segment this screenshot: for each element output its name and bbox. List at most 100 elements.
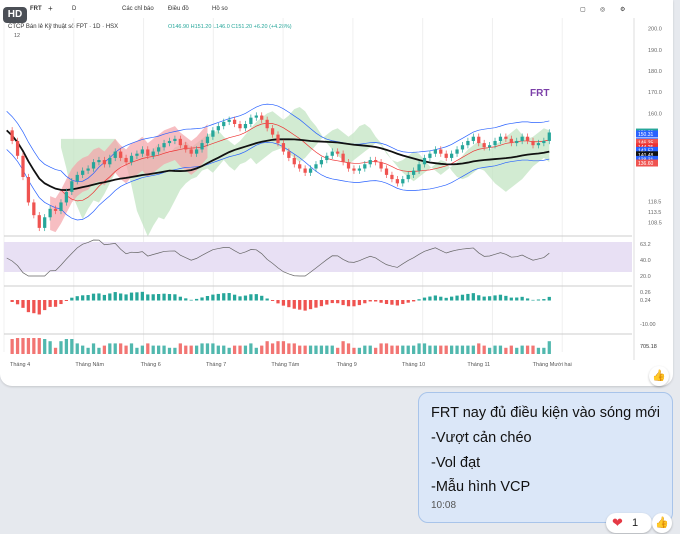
macd-bar [363,300,367,304]
price-tag-label: 140.48 [638,153,654,159]
candle-body [422,157,427,165]
rsi-line [6,239,550,277]
candle-body [455,149,459,154]
macd-bar [406,300,410,303]
candle-body [75,174,79,182]
volume-bar [536,347,541,354]
volume-bar [319,345,324,354]
macd-bar [482,296,486,301]
candle-body [433,149,437,154]
macd-bar [433,295,437,301]
candle-body [379,162,383,169]
candle-body [417,164,421,171]
candle-body [401,179,405,184]
candle-body [346,162,351,169]
settings-icon[interactable]: ⚙ [620,7,626,13]
x-tick-label: Tháng 6 [141,362,161,368]
like-icon[interactable]: 👍 [649,366,669,386]
chart-label: FRT [530,88,550,99]
volume-bar [477,343,481,354]
candle-body [15,140,20,156]
macd-bar [211,294,215,301]
volume-bar [135,347,139,354]
volume-bar [265,341,269,354]
macd-bar [308,300,313,310]
volume-bar [417,343,421,354]
candle-body [276,134,280,144]
candle-body [536,143,541,146]
chart-image-card[interactable]: FRT + D Các chỉ báo Điều đồ Hồ so ▢ ◎ ⚙ … [0,0,673,386]
candle-body [308,168,313,173]
candle-body [449,153,454,158]
price-tag [636,159,658,167]
volume-bar [48,341,52,354]
candle-body [509,138,513,144]
candle-body [471,136,475,141]
indicators-button[interactable]: Các chỉ báo [122,6,154,12]
candle-body [384,168,389,175]
x-tick-label: Tháng 11 [467,362,490,368]
candle-body [466,140,470,146]
macd-bar [75,296,79,301]
profile-button[interactable]: Hồ so [212,6,228,12]
volume-bar [15,338,20,354]
macd-bar [384,300,389,305]
macd-bar [108,293,112,301]
macd-bar [260,295,264,301]
volume-bar [167,347,172,354]
volume-bar [379,343,383,354]
candle-body [368,160,372,165]
volume-bar [129,343,134,354]
candle-body [146,149,150,156]
candle-body [270,128,275,135]
layout-button[interactable]: Điều đồ [168,6,189,12]
macd-bar [59,300,63,305]
macd-bar [455,295,459,301]
macd-bar [531,299,535,301]
reaction-count: 1 [632,517,639,529]
macd-bar [15,300,20,305]
macd-bar [97,293,101,301]
x-tick-label: Tháng Mười hai [533,362,572,368]
add-symbol-button[interactable]: + [48,4,53,13]
macd-bar [298,300,302,310]
volume-bar [157,345,161,354]
macd-bar [232,294,237,301]
y-tick-label: 200.0 [648,27,662,33]
candle-body [357,168,362,171]
volume-bar [482,345,486,354]
y-tick-label: 170.0 [648,90,662,96]
macd-tick-label: 0.26 [640,290,651,296]
candle-body [531,140,535,146]
symbol-label[interactable]: FRT [30,6,42,12]
volume-bar [113,343,117,354]
candle-body [520,136,524,141]
reaction-badge[interactable]: ❤ 1 [606,513,652,533]
volume-bar [26,338,31,354]
candle-body [352,168,356,171]
volume-bar [455,345,459,354]
fullscreen-icon[interactable]: ▢ [580,7,586,13]
macd-bar [547,296,551,301]
volume-bar [352,347,356,354]
volume-bar [178,343,182,354]
volume-bar [374,347,378,354]
candle-body [319,160,324,165]
volume-bar [162,345,166,354]
volume-bar [151,345,155,354]
candle-body [108,157,112,165]
interval-button[interactable]: D [72,6,77,12]
volume-value: 705.18 [640,344,657,350]
macd-bar [140,291,144,301]
legend-title: CTCP Bán lẻ Kỹ thuật số FPT · 1D · HSX [8,24,119,30]
macd-bar [200,297,204,301]
macd-bar [325,300,329,305]
like-icon[interactable]: 👍 [652,513,672,533]
candle-body [211,130,215,137]
camera-icon[interactable]: ◎ [600,7,606,13]
macd-bar [26,300,31,313]
candle-body [119,151,123,158]
rsi-tick-label: 20.0 [640,274,651,280]
message-time: 10:08 [431,500,457,511]
candle-body [298,164,302,169]
